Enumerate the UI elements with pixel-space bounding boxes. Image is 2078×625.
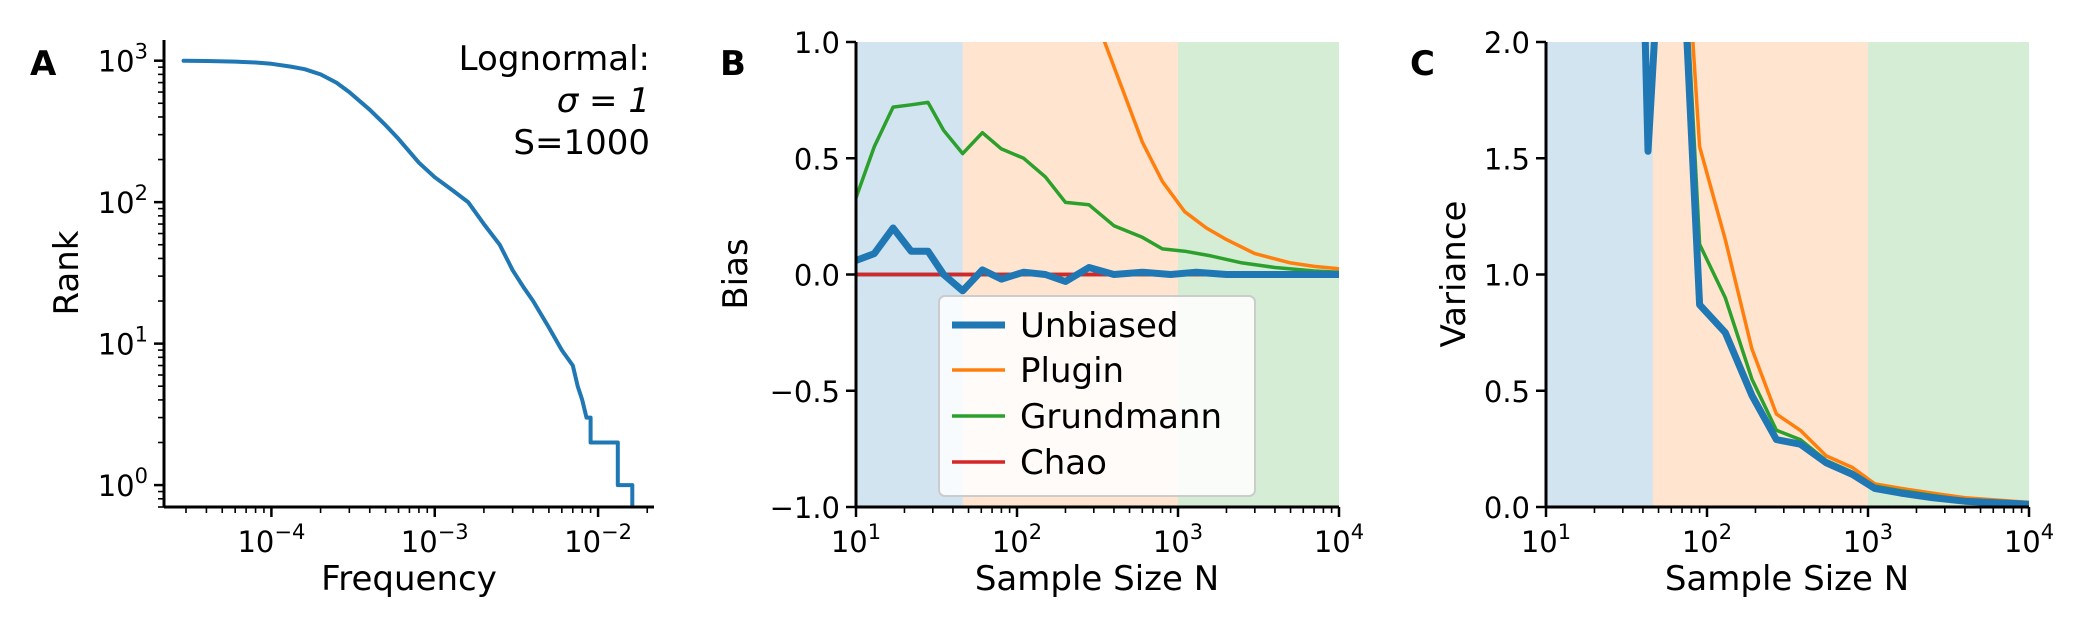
panel-a-ylabel: Rank: [47, 230, 87, 315]
panel-c-region-2: [1652, 42, 1868, 507]
panel-a-ytick-label: 103: [98, 40, 148, 79]
panel-b-xtick-label: 102: [992, 520, 1042, 559]
panel-c-ytick-label: 0.5: [1484, 375, 1530, 409]
legend-box: [938, 295, 1256, 497]
panel-a-xtick-label: 10−3: [401, 520, 469, 559]
panel-b: 101 102 103 104 −1.0 −0.5 0.0 0.5 1.0 Sample Siz…: [716, 26, 1364, 599]
panel-c-region-1: [1546, 42, 1653, 507]
panel-b-letter: B: [720, 44, 746, 84]
panel-c-ytick-label: 1.0: [1484, 259, 1530, 293]
annotation-line-1: Lognormal:: [459, 39, 650, 79]
panel-b-ylabel: Bias: [716, 238, 756, 309]
panel-b-ytick-label: 0.5: [794, 142, 840, 176]
panel-b-xtick-label: 103: [1153, 520, 1203, 559]
panel-b-xtick-label: 104: [1314, 520, 1364, 559]
panel-a-ytick-label: 101: [98, 323, 148, 362]
panel-c-line-plugin: [1691, 42, 2029, 505]
panel-c-xlabel: Sample Size N: [1665, 559, 1909, 599]
panel-a-ytick-label: 100: [98, 464, 148, 503]
panel-c-ytick-label: 2.0: [1484, 26, 1530, 60]
panel-b-ytick-label: −1.0: [770, 491, 840, 525]
panel-b-ytick-label: 1.0: [794, 26, 840, 60]
panel-a-letter: A: [30, 44, 57, 84]
panel-c-region-3: [1868, 42, 2029, 507]
panel-b-xtick-label: 101: [831, 520, 881, 559]
panel-c-line-unbiased: [1641, 42, 2029, 507]
annotation-line-2: σ = 1: [557, 81, 650, 121]
panel-c-letter: C: [1410, 44, 1435, 84]
panel-a-xlabel: Frequency: [321, 559, 497, 599]
legend-label-chao: Chao: [1020, 443, 1107, 483]
panel-a-line-series-1: [181, 58, 635, 507]
panel-c-xtick-label: 104: [2004, 520, 2054, 559]
panel-c: 101 102 103 104 0.0 0.5 1.0 1.5 2.0 Sample Size …: [1434, 26, 2054, 599]
panel-a-annotation: Lognormal: σ = 1 S=1000: [459, 39, 650, 163]
panel-b-line-unbiased: [856, 224, 1339, 295]
panel-b-line-grundmann: [856, 100, 1339, 274]
panel-a-ytick-label: 102: [98, 181, 148, 220]
legend-label-plugin: Plugin: [1020, 351, 1124, 391]
panel-c-ylabel: Variance: [1434, 201, 1474, 348]
panel-c-ytick-label: 0.0: [1484, 491, 1530, 525]
legend-label-grundmann: Grundmann: [1020, 397, 1222, 437]
panel-b-legend: Unbiased Plugin Grundmann Chao: [938, 295, 1256, 497]
panel-b-line-plugin: [1102, 42, 1339, 271]
panel-c-xtick-label: 102: [1682, 520, 1732, 559]
annotation-line-3: S=1000: [513, 123, 650, 163]
panel-c-xtick-label: 103: [1843, 520, 1893, 559]
panel-a-xtick-label: 10−2: [564, 520, 632, 559]
panel-b-xlabel: Sample Size N: [975, 559, 1219, 599]
panel-c-xtick-label: 101: [1521, 520, 1571, 559]
panel-c-ytick-label: 1.5: [1484, 142, 1530, 176]
legend-label-unbiased: Unbiased: [1020, 306, 1179, 346]
panel-b-ytick-label: 0.0: [794, 259, 840, 293]
panel-a-xtick-label: 10−4: [237, 520, 305, 559]
panel-b-ytick-label: −0.5: [770, 375, 840, 409]
